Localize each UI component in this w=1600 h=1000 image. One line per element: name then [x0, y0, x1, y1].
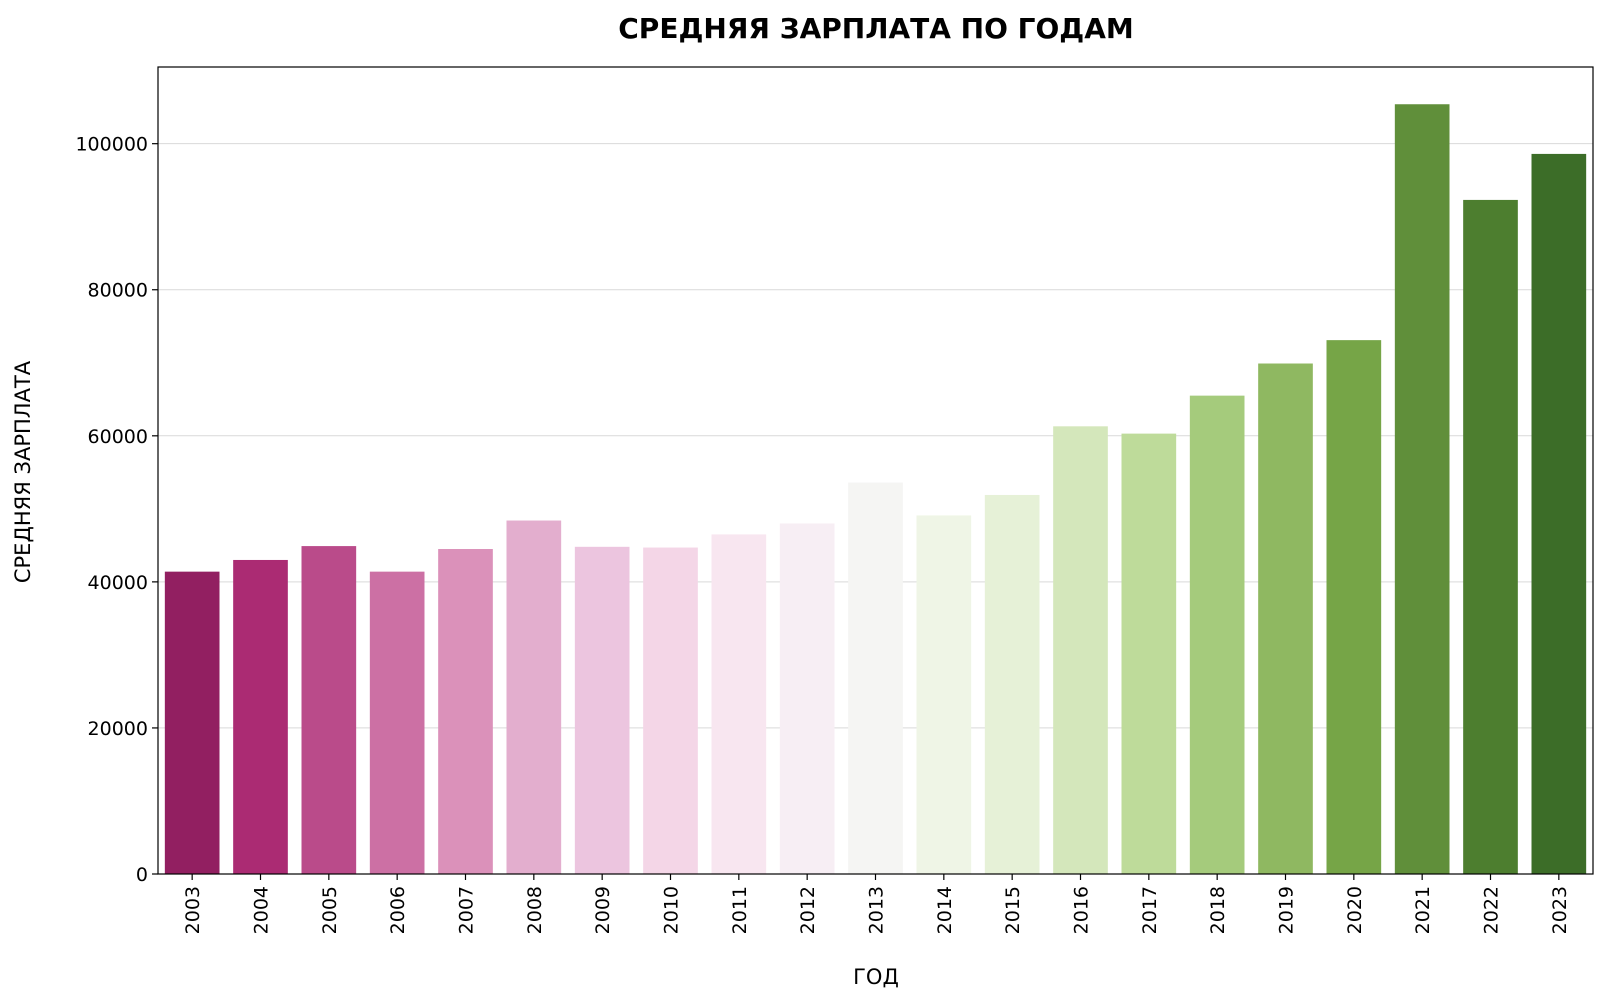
bar-2015	[984, 494, 1040, 874]
x-tick-label: 2005	[319, 886, 341, 934]
x-tick-label: 2021	[1412, 886, 1434, 934]
bar-2010	[643, 547, 698, 874]
bars	[164, 104, 1587, 875]
bar-2016	[1053, 426, 1108, 874]
y-tick-label: 0	[136, 864, 148, 886]
x-tick-label: 2007	[456, 886, 478, 934]
bar-2003	[164, 571, 220, 874]
x-tick-label: 2006	[387, 886, 409, 934]
x-tick-label: 2010	[661, 886, 683, 934]
x-tick-label: 2012	[797, 886, 819, 934]
bar-2007	[438, 549, 493, 874]
bar-2009	[574, 546, 630, 874]
x-axis-ticks: 2003 2004 2005 2006 2007 2008 2009 2010 2011 2012…	[182, 874, 1571, 934]
x-tick-label: 2004	[251, 886, 273, 934]
x-tick-label: 2018	[1207, 886, 1229, 934]
y-tick-label: 40000	[88, 572, 148, 594]
bar-2022	[1463, 199, 1518, 874]
chart-title: СРЕДНЯЯ ЗАРПЛАТА ПО ГОДАМ	[618, 12, 1134, 45]
x-tick-label: 2003	[182, 886, 204, 934]
x-tick-label: 2008	[524, 886, 546, 934]
bar-2013	[848, 482, 903, 874]
y-tick-label: 60000	[88, 426, 148, 448]
x-tick-label: 2017	[1139, 886, 1161, 934]
bar-2014	[916, 515, 972, 874]
y-tick-label: 80000	[88, 280, 148, 302]
x-tick-label: 2023	[1549, 886, 1571, 934]
x-tick-label: 2014	[934, 886, 956, 934]
bar-2018	[1189, 395, 1245, 874]
x-tick-label: 2020	[1344, 886, 1366, 934]
y-tick-label: 20000	[88, 718, 148, 740]
x-tick-label: 2011	[729, 886, 751, 934]
bar-2006	[369, 571, 425, 874]
bar-2017	[1121, 433, 1177, 874]
x-tick-label: 2016	[1071, 886, 1093, 934]
x-tick-label: 2013	[866, 886, 888, 934]
bar-2005	[301, 546, 357, 874]
bar-2012	[779, 523, 835, 874]
bar-2011	[711, 534, 767, 874]
bar-2021	[1394, 104, 1450, 874]
x-tick-label: 2015	[1002, 886, 1024, 934]
x-axis-label: ГОД	[853, 965, 899, 989]
y-tick-label: 100000	[75, 134, 148, 156]
bar-2008	[506, 520, 562, 874]
x-tick-label: 2022	[1481, 886, 1503, 934]
x-tick-label: 2009	[592, 886, 614, 934]
bar-2004	[233, 559, 288, 874]
bar-2019	[1258, 363, 1313, 874]
bar-2023	[1531, 153, 1587, 874]
bar-2020	[1326, 340, 1382, 875]
x-tick-label: 2019	[1276, 886, 1298, 934]
y-axis-ticks: 0 20000 40000 60000 80000 100000	[75, 134, 158, 886]
y-axis-label: СРЕДНЯЯ ЗАРПЛАТА	[11, 360, 35, 583]
